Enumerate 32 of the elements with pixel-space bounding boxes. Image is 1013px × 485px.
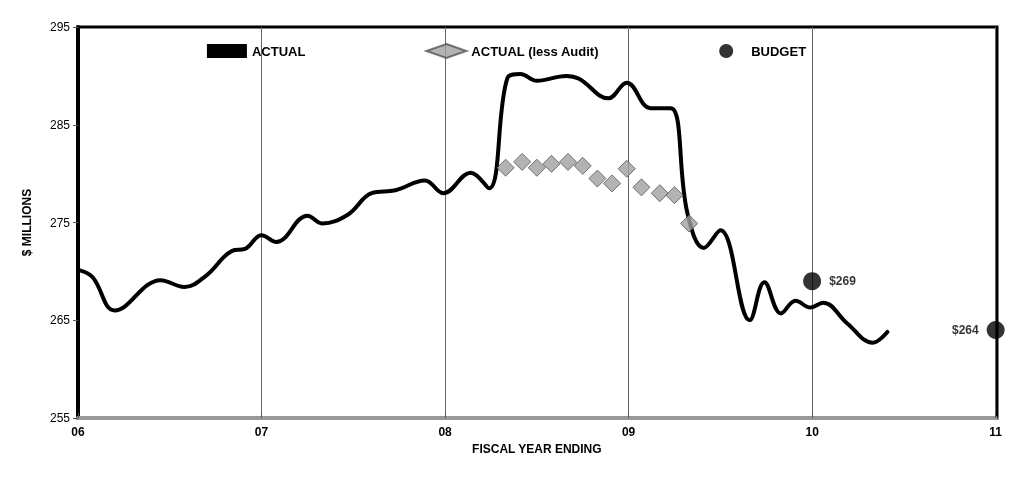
y-tick-label: 255 xyxy=(49,411,71,425)
point xyxy=(527,158,546,177)
y-tick-label: 275 xyxy=(49,215,71,230)
point xyxy=(665,186,684,205)
point xyxy=(632,178,651,197)
point xyxy=(603,174,622,193)
point xyxy=(650,184,669,203)
data-label: $264 xyxy=(951,323,979,338)
point xyxy=(803,272,822,291)
point xyxy=(680,214,699,233)
x-axis-title: FISCAL YEAR ENDING xyxy=(472,441,602,456)
x-tick-label: 11 xyxy=(989,425,1003,439)
y-axis-title: $ MILLIONS xyxy=(20,188,34,257)
point xyxy=(986,321,1005,340)
x-tick-label: 06 xyxy=(71,425,85,439)
point xyxy=(573,156,592,175)
legend-label: BUDGET xyxy=(751,43,807,59)
x-tick-label: 10 xyxy=(805,425,820,439)
point xyxy=(513,152,532,171)
x-tick-label: 09 xyxy=(621,425,636,439)
y-tick-label: 265 xyxy=(49,313,71,328)
point xyxy=(542,154,561,173)
y-tick-label: 285 xyxy=(49,117,71,132)
point xyxy=(496,158,515,177)
x-tick-label: 07 xyxy=(254,425,269,439)
point xyxy=(617,159,636,178)
point xyxy=(559,152,578,171)
x-tick-label: 08 xyxy=(438,425,453,439)
y-tick-label: 295 xyxy=(49,20,71,34)
point xyxy=(588,169,607,188)
data-label: $269 xyxy=(829,274,857,289)
legend-label: ACTUAL (less Audit) xyxy=(471,43,599,59)
